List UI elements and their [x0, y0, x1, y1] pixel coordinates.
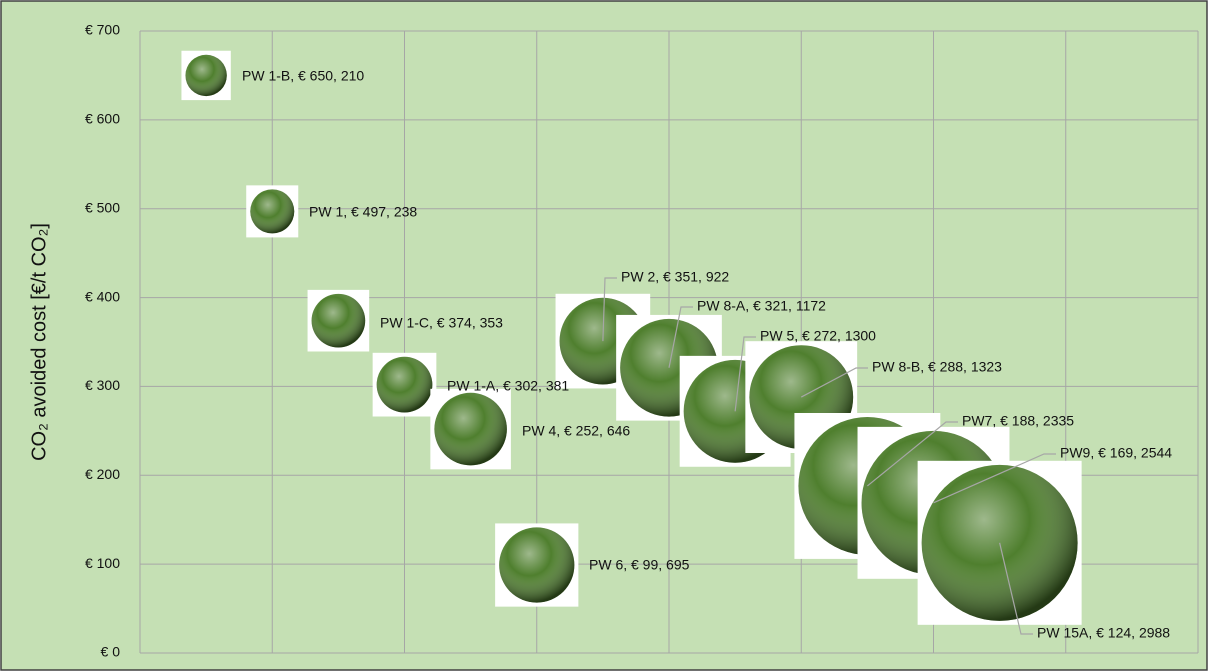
data-label: PW 2, € 351, 922: [621, 269, 729, 285]
leader-line: [866, 421, 958, 487]
leader-line: [800, 367, 868, 398]
y-tick-label: € 300: [85, 377, 120, 393]
bubble-shading: [376, 356, 433, 413]
data-label: PW 8-A, € 321, 1172: [697, 298, 826, 314]
y-tick-label: € 400: [85, 288, 120, 304]
leader-line: [933, 453, 1056, 504]
y-tick-label: € 700: [85, 22, 120, 38]
y-tick-label: € 200: [85, 466, 120, 482]
y-tick-label: € 100: [85, 555, 120, 571]
data-label: PW 1, € 497, 238: [309, 204, 417, 220]
y-tick-label: € 500: [85, 199, 120, 215]
data-label: PW 4, € 252, 646: [522, 423, 630, 439]
data-label: PW 1-C, € 374, 353: [380, 315, 503, 331]
data-label: PW7, € 188, 2335: [962, 413, 1074, 429]
bubble-shading: [185, 54, 227, 97]
y-tick-label: € 0: [101, 644, 121, 660]
y-tick-label: € 600: [85, 111, 120, 127]
data-label: PW 6, € 99, 695: [589, 557, 690, 573]
bubble-shading: [311, 293, 366, 348]
data-label: PW9, € 169, 2544: [1060, 445, 1172, 461]
leader-line: [668, 306, 693, 368]
data-label: PW 1-A, € 302, 381: [447, 378, 569, 394]
bubble-shading: [434, 392, 507, 466]
y-axis-title: CO₂ avoided cost [€/t CO₂]: [28, 223, 50, 461]
data-label: PW 1-B, € 650, 210: [242, 68, 364, 84]
leader-line: [734, 336, 756, 412]
data-label: PW 5, € 272, 1300: [760, 328, 876, 344]
data-label: PW 15A, € 124, 2988: [1037, 625, 1170, 641]
bubble-shading: [499, 527, 575, 603]
bubble-shading: [250, 189, 295, 234]
leader-line: [602, 277, 617, 342]
data-label: PW 8-B, € 288, 1323: [872, 359, 1002, 375]
leader-line: [999, 542, 1033, 635]
